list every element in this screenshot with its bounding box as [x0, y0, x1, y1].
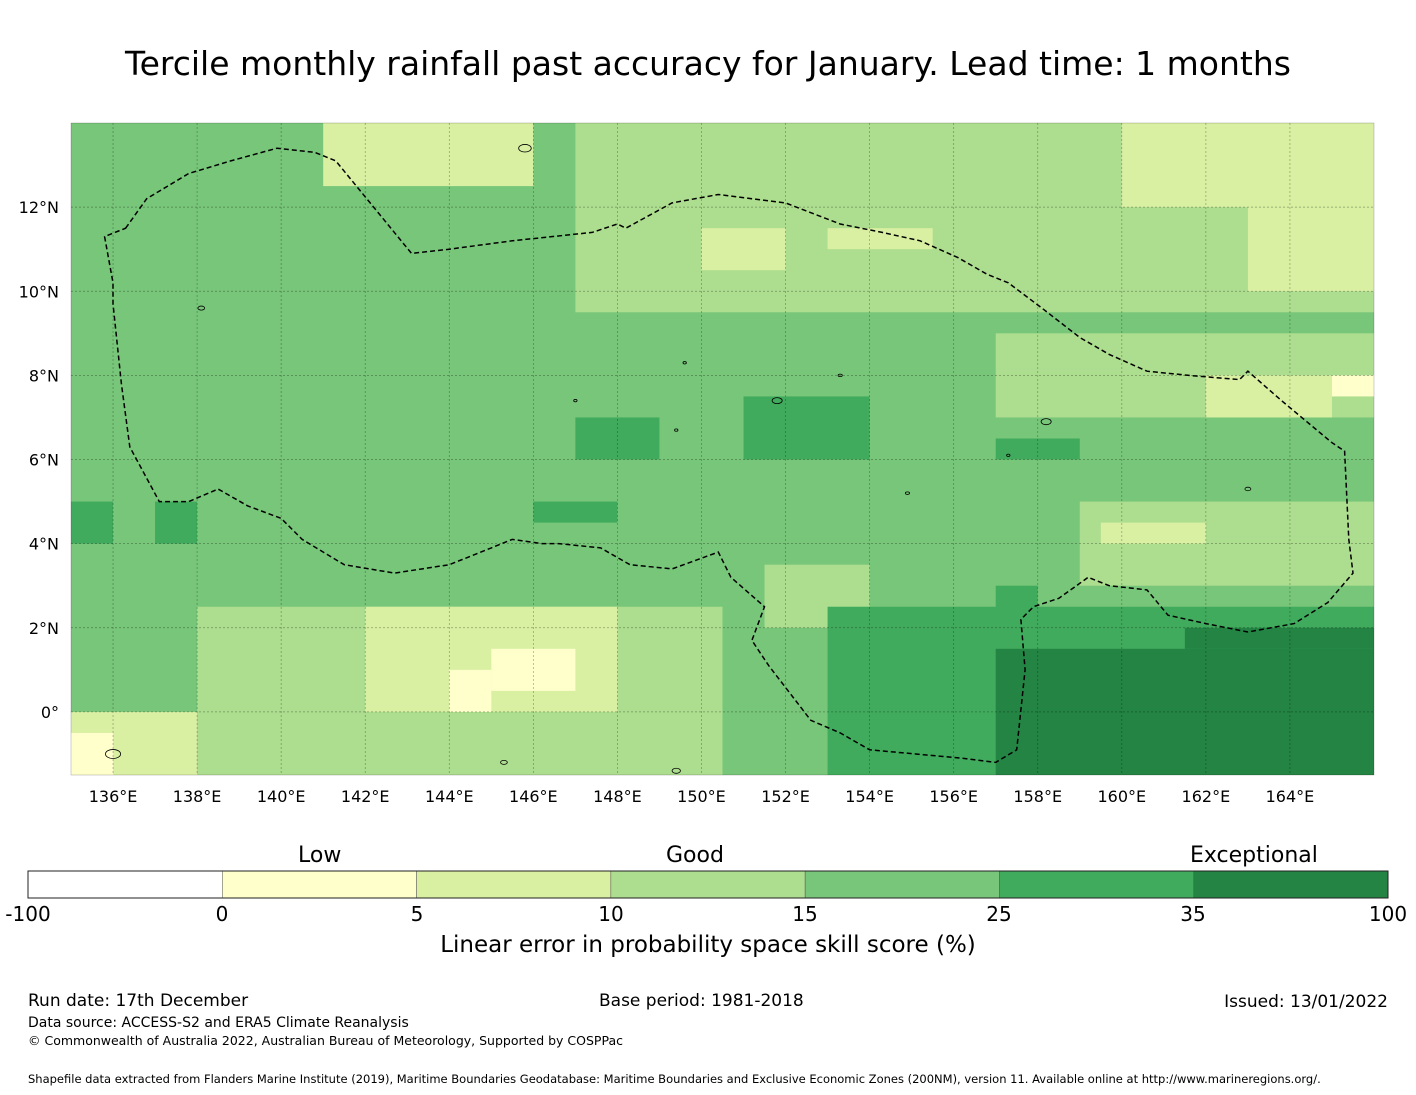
latitude-label: 12°N: [19, 198, 59, 217]
skill-cell: [743, 396, 870, 460]
skill-cell: [827, 228, 933, 250]
longitude-label: 148°E: [593, 787, 642, 806]
island-outline: [1006, 453, 1011, 457]
colorbar-label: Linear error in probability space skill …: [440, 932, 976, 958]
data-source: Data source: ACCESS-S2 and ERA5 Climate …: [28, 1015, 409, 1031]
skill-cell: [1331, 375, 1374, 397]
longitude-labels: 136°E 138°E 140°E 142°E 144°E 146°E 148°E 150°E…: [89, 787, 1315, 806]
colorbar: [27, 870, 1389, 899]
island-outline: [573, 399, 578, 403]
legend-heading-low: Low: [298, 843, 342, 868]
longitude-label: 146°E: [509, 787, 558, 806]
skill-cell: [1205, 375, 1332, 418]
colorbar-tick: 0: [215, 902, 229, 926]
colorbar-swatch: [416, 870, 612, 899]
longitude-label: 136°E: [89, 787, 138, 806]
colorbar-tick: 10: [598, 902, 624, 926]
skill-cell: [1247, 207, 1374, 292]
island-outline: [518, 144, 532, 153]
colorbar-swatch: [27, 870, 223, 899]
skill-cell: [71, 501, 114, 544]
colorbar-swatch: [999, 870, 1194, 899]
map-frame: [70, 122, 1375, 776]
skill-cell: [995, 648, 1374, 775]
longitude-label: 156°E: [929, 787, 978, 806]
legend-heading-good: Good: [666, 843, 724, 868]
eez-boundary: [103, 147, 1354, 764]
skill-cell: [449, 669, 492, 712]
island-outline: [904, 491, 910, 495]
skill-cell: [491, 648, 576, 691]
skill-cell: [1079, 501, 1374, 586]
latitude-label: 10°N: [19, 282, 59, 301]
colorbar-tick: 35: [1180, 902, 1206, 926]
colorbar-swatch: [222, 870, 417, 899]
island-outline: [197, 305, 206, 311]
skill-grid: [71, 123, 1374, 775]
skill-cell: [995, 438, 1080, 460]
island-outline: [105, 749, 121, 759]
longitude-label: 140°E: [257, 787, 306, 806]
latitude-labels: 12°N 10°N 8°N 6°N 4°N 2°N 0°: [19, 198, 59, 722]
island-outline: [674, 428, 679, 432]
colorbar-tick: 5: [410, 902, 424, 926]
skill-cell: [533, 501, 618, 523]
skill-cell: [575, 417, 660, 460]
island-outline: [771, 397, 783, 405]
island-outline: [1244, 486, 1252, 492]
colorbar-swatch: [1193, 870, 1389, 899]
colorbar-frame: [27, 870, 1389, 899]
longitude-label: 164°E: [1266, 787, 1315, 806]
colorbar-tick: 25: [986, 902, 1012, 926]
island-outline: [682, 361, 687, 365]
graticule: [71, 123, 1374, 775]
island-outline: [837, 373, 843, 378]
copyright: © Commonwealth of Australia 2022, Austra…: [28, 1033, 623, 1048]
island-outline: [671, 767, 681, 774]
longitude-label: 150°E: [677, 787, 726, 806]
colorbar-swatch: [804, 870, 1000, 899]
skill-cell: [1184, 627, 1374, 649]
skill-cell: [701, 228, 786, 271]
longitude-label: 158°E: [1013, 787, 1062, 806]
islands: [105, 144, 1252, 774]
island-outline: [500, 759, 508, 765]
shapefile-credit: Shapefile data extracted from Flanders M…: [28, 1072, 1321, 1086]
latitude-label: 0°: [41, 703, 59, 722]
issued-date: Issued: 13/01/2022: [1224, 992, 1388, 1012]
latitude-label: 8°N: [29, 366, 59, 385]
skill-cell: [1100, 522, 1206, 544]
skill-cell: [323, 123, 534, 187]
longitude-label: 162°E: [1182, 787, 1231, 806]
latitude-label: 4°N: [29, 535, 59, 554]
colorbar-tick: 100: [1368, 902, 1408, 926]
longitude-label: 142°E: [341, 787, 390, 806]
longitude-label: 138°E: [173, 787, 222, 806]
colorbar-tick: -100: [5, 902, 51, 926]
skill-cell: [155, 501, 198, 544]
page-title: Tercile monthly rainfall past accuracy f…: [125, 44, 1291, 83]
latitude-label: 6°N: [29, 451, 59, 470]
longitude-label: 160°E: [1097, 787, 1146, 806]
skill-cell: [1121, 123, 1374, 208]
latitude-label: 2°N: [29, 619, 59, 638]
longitude-label: 152°E: [761, 787, 810, 806]
longitude-label: 144°E: [425, 787, 474, 806]
skill-cell: [71, 732, 114, 775]
legend-heading-exceptional: Exceptional: [1190, 843, 1318, 868]
island-outline: [1040, 418, 1052, 426]
longitude-label: 154°E: [845, 787, 894, 806]
run-date: Run date: 17th December: [28, 991, 249, 1011]
colorbar-swatch: [610, 870, 806, 899]
base-period: Base period: 1981-2018: [599, 991, 804, 1011]
colorbar-tick: 15: [792, 902, 818, 926]
